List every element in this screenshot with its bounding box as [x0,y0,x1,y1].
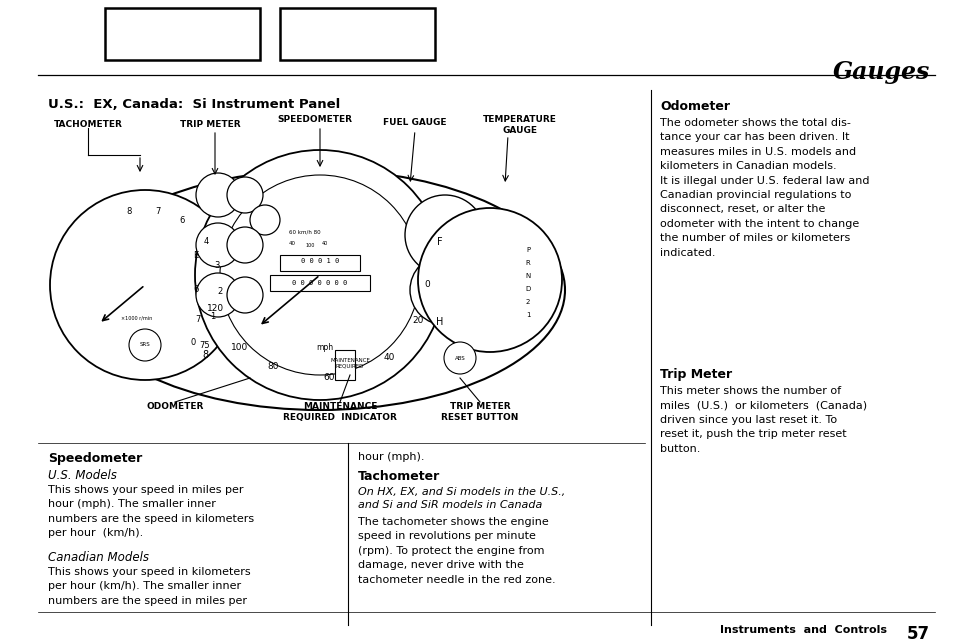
Text: 0: 0 [424,280,430,289]
Text: 6: 6 [193,285,198,294]
Circle shape [129,329,161,361]
Text: 4: 4 [204,237,209,246]
Bar [335,350,355,380]
Text: TRIP METER: TRIP METER [179,120,240,129]
Text: ×1000 r/min: ×1000 r/min [121,316,152,321]
Circle shape [410,255,479,325]
Text: FUEL GAUGE: FUEL GAUGE [383,118,446,127]
Circle shape [195,273,240,317]
Text: 57: 57 [906,625,929,640]
Text: 60 km/h 80: 60 km/h 80 [289,229,320,234]
Circle shape [417,208,561,352]
Bar [280,8,435,60]
Circle shape [227,277,263,313]
Text: U.S.:  EX, Canada:  Si Instrument Panel: U.S.: EX, Canada: Si Instrument Panel [48,98,340,111]
Text: 7: 7 [195,316,200,324]
Circle shape [220,175,419,375]
Text: 75: 75 [199,340,210,349]
Text: 0 0 0 0 0 0 0: 0 0 0 0 0 0 0 [292,280,347,286]
Text: 60: 60 [323,373,335,382]
Text: TRIP METER
RESET BUTTON: TRIP METER RESET BUTTON [441,402,518,422]
Text: Canadian Models: Canadian Models [48,551,149,564]
Text: 2: 2 [217,287,222,296]
Text: 0: 0 [191,338,195,347]
Text: 1: 1 [210,312,215,321]
Circle shape [227,177,263,213]
Text: 40: 40 [321,241,328,246]
Text: 80: 80 [267,362,278,371]
Text: The tachometer shows the engine
speed in revolutions per minute
(rpm). To protec: The tachometer shows the engine speed in… [357,517,555,584]
Text: MAINTENANCE
REQUIRED: MAINTENANCE REQUIRED [330,358,370,369]
Text: mph: mph [316,343,334,352]
Text: hour (mph).: hour (mph). [357,452,424,462]
Text: MAINTENANCE
REQUIRED  INDICATOR: MAINTENANCE REQUIRED INDICATOR [283,402,396,422]
Text: The odometer shows the total dis-
tance your car has been driven. It
measures mi: The odometer shows the total dis- tance … [659,118,868,257]
Bar [270,275,370,291]
Text: D: D [525,286,530,292]
Text: 20: 20 [412,316,423,325]
Text: U.S. Models: U.S. Models [48,469,117,482]
Text: Instruments  and  Controls: Instruments and Controls [720,625,886,635]
Circle shape [195,173,240,217]
Circle shape [194,150,444,400]
Circle shape [195,223,240,267]
Text: Speedometer: Speedometer [48,452,142,465]
Text: 7: 7 [155,207,160,216]
Text: F: F [436,237,442,247]
Ellipse shape [75,170,564,410]
Text: SPEEDOMETER: SPEEDOMETER [277,115,352,124]
Text: This meter shows the number of
miles  (U.S.)  or kilometers  (Canada)
driven sin: This meter shows the number of miles (U.… [659,386,866,454]
Text: TEMPERATURE
GAUGE: TEMPERATURE GAUGE [482,115,557,135]
Text: R: R [525,260,530,266]
Text: 100: 100 [305,243,314,248]
Text: 120: 120 [207,305,224,314]
Text: P: P [525,247,530,253]
Circle shape [405,195,484,275]
Text: 100: 100 [231,343,248,352]
Text: 8: 8 [202,350,208,360]
Text: ODOMETER: ODOMETER [146,402,204,411]
Text: Gauges: Gauges [832,60,929,84]
Text: 1: 1 [525,312,530,318]
Text: 3: 3 [214,261,220,270]
Text: On HX, EX, and Si models in the U.S.,
and Si and SiR models in Canada: On HX, EX, and Si models in the U.S., an… [357,487,565,510]
Bar [280,255,359,271]
Text: Odometer: Odometer [659,100,729,113]
Bar [105,8,260,60]
Text: SRS: SRS [139,342,151,348]
Text: 40: 40 [288,241,295,246]
Circle shape [443,342,476,374]
Text: 8: 8 [127,207,132,216]
Circle shape [250,205,280,235]
Text: N: N [525,273,530,279]
Circle shape [50,190,240,380]
Text: ABS: ABS [455,355,465,360]
Text: 6: 6 [179,216,185,225]
Text: Tachometer: Tachometer [357,470,439,483]
Text: This shows your speed in miles per
hour (mph). The smaller inner
numbers are the: This shows your speed in miles per hour … [48,485,253,538]
Text: Trip Meter: Trip Meter [659,368,731,381]
Text: 40: 40 [383,353,395,362]
Text: 2: 2 [525,299,530,305]
Text: E: E [193,250,198,259]
Text: TACHOMETER: TACHOMETER [53,120,122,129]
Circle shape [227,227,263,263]
Text: This shows your speed in kilometers
per hour (km/h). The smaller inner
numbers a: This shows your speed in kilometers per … [48,567,251,606]
Text: 0 0 0 1 0: 0 0 0 1 0 [300,258,338,264]
Text: H: H [436,317,443,327]
